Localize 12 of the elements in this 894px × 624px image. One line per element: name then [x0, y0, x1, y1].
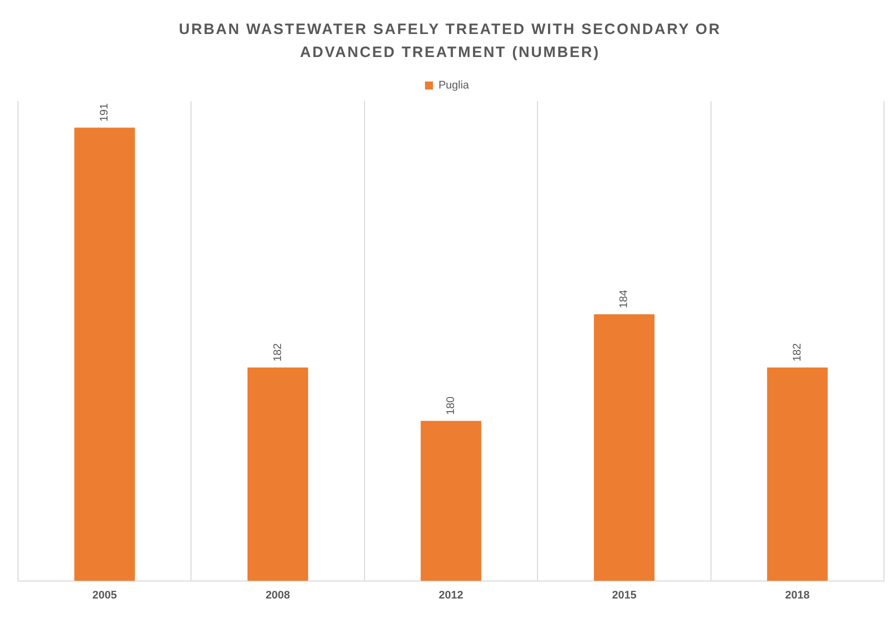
- x-tick-label: 2015: [612, 589, 636, 602]
- data-label: 184: [618, 290, 630, 308]
- chart-title: URBAN WASTEWATER SAFELY TREATED WITH SECONDARY OR ADVANCED TREATMENT (NUMBER): [178, 20, 722, 63]
- x-tick-label: 2005: [92, 589, 117, 602]
- data-label: 182: [791, 343, 804, 362]
- data-label: 191: [98, 103, 111, 122]
- legend-label: Puglia: [438, 80, 470, 92]
- x-tick-label: 2008: [266, 589, 290, 602]
- x-tick-label: 2018: [785, 589, 810, 602]
- x-tick-label: 2012: [438, 589, 464, 602]
- data-label: 182: [272, 343, 284, 362]
- data-label: 180: [445, 396, 458, 415]
